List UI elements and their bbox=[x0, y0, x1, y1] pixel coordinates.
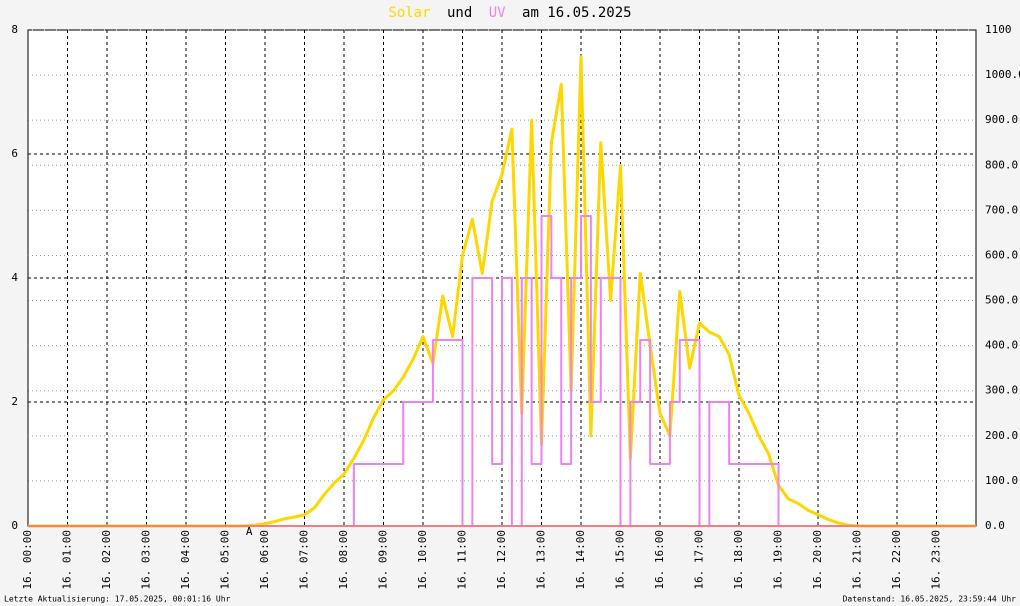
title-date: am 16.05.2025 bbox=[522, 5, 632, 21]
x-tick-label: 16. 02:00 bbox=[100, 530, 113, 590]
x-tick-label: 16. 05:00 bbox=[219, 530, 232, 590]
y2-tick-label: 200.0 bbox=[985, 429, 1018, 442]
y2-tick-label: 500.0 bbox=[985, 294, 1018, 307]
x-tick-label: 16. 06:00 bbox=[258, 530, 271, 590]
x-tick-label: 16. 20:00 bbox=[811, 530, 824, 590]
x-tick-label: 16. 11:00 bbox=[456, 530, 469, 590]
y-tick-label: 4 bbox=[11, 271, 18, 284]
y-tick-label: 2 bbox=[11, 395, 18, 408]
y2-tick-label: 400.0 bbox=[985, 339, 1018, 352]
x-tick-label: 16. 03:00 bbox=[140, 530, 153, 590]
x-tick-label: 16. 12:00 bbox=[495, 530, 508, 590]
y2-tick-label: 600.0 bbox=[985, 248, 1018, 261]
y2-tick-label: 300.0 bbox=[985, 384, 1018, 397]
y-tick-label: 0 bbox=[11, 519, 18, 532]
x-tick-label: 16. 09:00 bbox=[377, 530, 390, 590]
x-tick-label: 16. 00:00 bbox=[21, 530, 34, 590]
x-tick-label: 16. 22:00 bbox=[890, 530, 903, 590]
chart-title: Solar und UV am 16.05.2025 bbox=[388, 5, 631, 21]
y2-tick-label: 700.0 bbox=[985, 203, 1018, 216]
x-tick-label: 16. 23:00 bbox=[930, 530, 943, 590]
x-tick-label: 16. 13:00 bbox=[535, 530, 548, 590]
x-tick-label: 16. 10:00 bbox=[416, 530, 429, 590]
footer-left: Letzte Aktualisierung: 17.05.2025, 00:01… bbox=[4, 595, 231, 604]
title-und: und bbox=[447, 5, 472, 21]
x-tick-label: 16. 19:00 bbox=[772, 530, 785, 590]
x-tick-label: 16. 04:00 bbox=[179, 530, 192, 590]
y-tick-label: 6 bbox=[11, 147, 18, 160]
y-tick-label: 8 bbox=[11, 23, 18, 36]
x-tick-label: 16. 18:00 bbox=[732, 530, 745, 590]
annotation: A bbox=[246, 525, 253, 538]
x-tick-label: 16. 08:00 bbox=[337, 530, 350, 590]
title-uv: UV bbox=[489, 5, 506, 21]
x-tick-label: 16. 16:00 bbox=[653, 530, 666, 590]
x-tick-label: 16. 07:00 bbox=[298, 530, 311, 590]
title-solar: Solar bbox=[388, 5, 430, 21]
x-tick-label: 16. 17:00 bbox=[693, 530, 706, 590]
y2-tick-label: 900.0 bbox=[985, 113, 1018, 126]
x-tick-label: 16. 15:00 bbox=[614, 530, 627, 590]
x-tick-label: 16. 01:00 bbox=[61, 530, 74, 590]
x-tick-label: 16. 14:00 bbox=[574, 530, 587, 590]
y2-tick-label: 100.0 bbox=[985, 474, 1018, 487]
y2-tick-label: 0.0 bbox=[985, 519, 1005, 532]
y2-tick-label: 1000.0 bbox=[985, 68, 1020, 81]
y2-tick-label: 1100 bbox=[985, 23, 1012, 36]
x-tick-label: 16. 21:00 bbox=[851, 530, 864, 590]
y2-tick-label: 800.0 bbox=[985, 158, 1018, 171]
footer-right: Datenstand: 16.05.2025, 23:59:44 Uhr bbox=[843, 595, 1017, 604]
